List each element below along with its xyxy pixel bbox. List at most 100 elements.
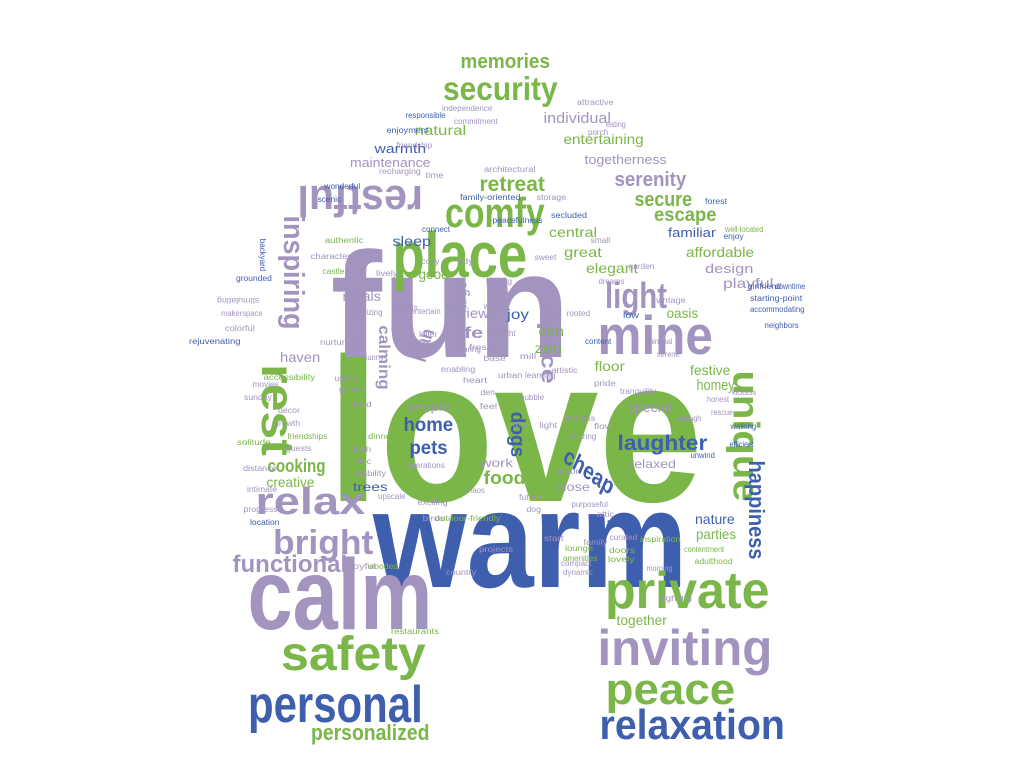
word-games: games — [339, 385, 366, 394]
word-wooded: wooded — [368, 562, 399, 571]
word-dinner: dinner — [367, 432, 395, 441]
word-joyful: joyful — [350, 562, 376, 571]
word-meals: meals — [341, 288, 381, 304]
word-retreat: retreat — [479, 172, 545, 196]
word-exciting: exciting — [416, 498, 448, 507]
word-pride: pride — [594, 379, 616, 388]
word-light: light — [539, 421, 557, 430]
word-lush: lush — [353, 445, 371, 454]
word-secluded: secluded — [550, 211, 588, 220]
word-close: close — [556, 480, 591, 494]
word-attractive: attractive — [576, 98, 614, 107]
word-enjoyment: enjoyment — [386, 126, 428, 135]
word-happiness: happiness — [742, 460, 768, 560]
word-eating: eating — [605, 120, 626, 129]
word-progress: progress — [242, 505, 278, 514]
word-labor: labor — [557, 467, 579, 476]
word-unwind: unwind — [690, 451, 715, 460]
word-great: great — [563, 244, 602, 260]
word-wi-fi: wi-fi — [490, 290, 510, 299]
word-stimulating: stimulating — [216, 296, 260, 305]
word-rescue: rescue — [710, 408, 734, 417]
word-dynamic: dynamic — [563, 568, 593, 577]
word-sleep: sleep — [391, 233, 431, 249]
word-sharing: sharing — [570, 432, 597, 441]
word-learning: learning — [524, 371, 556, 380]
word-friendships: friendships — [286, 432, 327, 441]
word-elegant: elegant — [586, 260, 638, 276]
word-authentic: authentic — [324, 236, 364, 245]
word-wonderful: wonderful — [323, 182, 360, 191]
word-homey: homey — [696, 376, 735, 394]
word-tidy: tidy — [456, 257, 474, 266]
word-solitude: solitude — [237, 438, 271, 447]
word-good: good — [417, 266, 449, 282]
word-food: food — [482, 468, 525, 488]
word-feel: feel — [479, 402, 497, 411]
word-base: base — [482, 354, 506, 363]
word-warm: warm — [372, 463, 688, 617]
word-makerspace: makerspace — [220, 309, 263, 318]
word-operations: operations — [405, 461, 445, 470]
word-accessibility: accessibility — [263, 373, 315, 382]
word-creative: creative — [265, 474, 315, 490]
word-cooking: cooking — [266, 456, 326, 476]
word-parties: parties — [696, 526, 737, 542]
word-calm: calm — [247, 539, 433, 651]
word-mill: mill — [519, 352, 537, 361]
word-bright: bright — [272, 524, 374, 562]
word-chic: chic — [354, 457, 372, 466]
word-joy: joy — [507, 306, 529, 322]
word-people: people — [405, 400, 451, 414]
word-accommodating: accommodating — [750, 305, 805, 314]
word-can: can — [538, 323, 564, 339]
word-inspiring: inspiring — [277, 215, 310, 329]
word-scenic: scenic — [317, 195, 341, 204]
word-togetherness: togetherness — [584, 151, 667, 167]
word-walking: walking — [729, 422, 756, 431]
word-laughter: laughter — [617, 431, 707, 455]
word-country: country — [445, 568, 477, 577]
word-sunny: sunny — [363, 353, 384, 362]
word-adulthood: adulthood — [693, 557, 733, 566]
word-flow: flow — [593, 422, 613, 431]
word-efficient: efficient — [729, 440, 754, 449]
word-time: time — [424, 171, 444, 180]
word-airy: airy — [512, 420, 528, 429]
word-stability: stability — [354, 469, 386, 478]
word-inviting: inviting — [597, 620, 773, 676]
word-urban: urban — [497, 371, 523, 380]
word-entertain: entertain — [409, 307, 441, 316]
word-garden: garden — [628, 262, 654, 271]
word-relaxation: relaxation — [599, 701, 785, 748]
word-commitment: commitment — [454, 117, 498, 126]
word-minimal: minimal — [646, 337, 673, 346]
word-caring: caring — [459, 345, 481, 354]
word-forest: forest — [704, 197, 728, 206]
word-trees: trees — [352, 480, 388, 494]
word-character: character — [309, 252, 351, 261]
word-love: love — [327, 315, 703, 545]
word-playful: playful — [722, 275, 774, 291]
word-mine: mine — [597, 303, 713, 366]
word-doors: doors — [608, 546, 636, 555]
word-rejuvenating: rejuvenating — [189, 337, 241, 346]
word-neighbors: neighbors — [764, 321, 799, 330]
word-chaos: chaos — [464, 486, 485, 495]
word-peacefulness: peacefulness — [491, 216, 543, 225]
word-central: central — [548, 224, 598, 240]
word-sunlight: sunlight — [488, 329, 516, 338]
word-dog: dog — [525, 505, 541, 514]
word-amenities: amenities — [563, 554, 598, 563]
word-distance: distance — [243, 464, 277, 473]
word-enjoy: enjoy — [722, 232, 744, 241]
word-security: security — [442, 69, 558, 107]
word-inspiration: inspiration — [639, 535, 681, 544]
word-serenity: serenity — [613, 169, 686, 191]
word-attic: attic — [596, 510, 614, 519]
word-recharging: recharging — [379, 167, 421, 176]
word-resting: resting — [486, 277, 513, 286]
word-kickass: kickass — [732, 388, 757, 397]
word-view: view — [459, 305, 490, 321]
word-light: light — [604, 275, 667, 316]
